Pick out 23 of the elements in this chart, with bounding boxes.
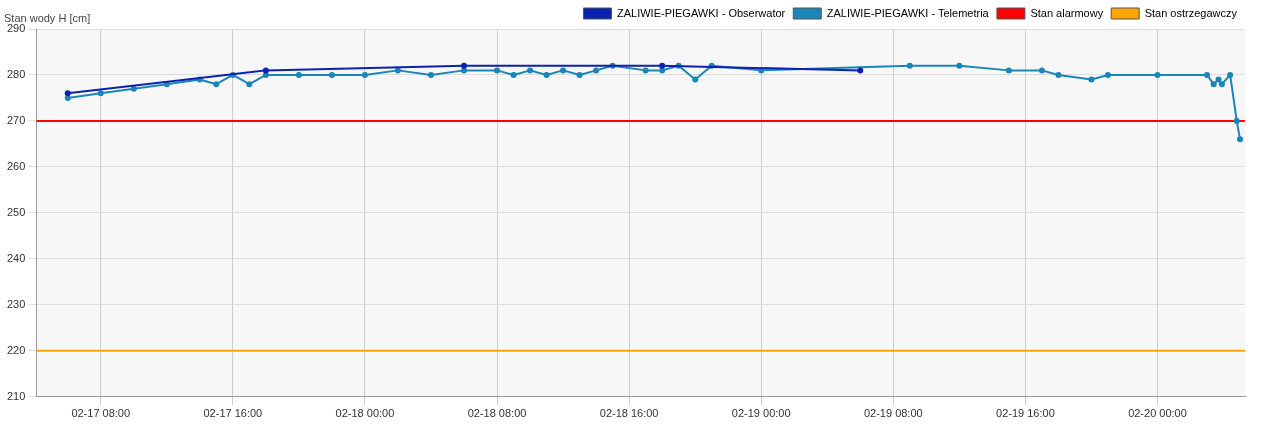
x-tick-label: 02-19 00:00 (731, 407, 791, 420)
x-tick-label: 02-18 16:00 (599, 407, 659, 420)
legend-label: ZALIWIE-PIEGAWKI - Obserwator (616, 6, 786, 19)
legend-label: Stan alarmowy (1030, 6, 1104, 19)
y-axis-title: Stan wody H [cm] (4, 12, 91, 24)
x-tick-label: 02-17 16:00 (203, 407, 263, 420)
x-tick-label: 02-18 08:00 (467, 407, 527, 420)
y-tick-label: 240 (6, 251, 26, 264)
y-tick-label: 260 (6, 159, 26, 172)
y-tick-label: 210 (6, 389, 26, 402)
y-tick-label: 220 (6, 343, 26, 356)
x-tick-label: 02-19 16:00 (996, 407, 1055, 420)
x-tick-label: 02-19 08:00 (863, 407, 923, 420)
x-tick-label: 02-17 08:00 (71, 407, 131, 420)
y-tick-label: 280 (6, 68, 26, 81)
y-tick-label: 290 (6, 22, 26, 35)
y-tick-label: 230 (6, 297, 26, 310)
x-tick-label: 02-20 00:00 (1128, 407, 1187, 420)
y-tick-label: 250 (6, 205, 26, 218)
x-tick-label: 02-18 00:00 (335, 407, 395, 420)
legend-label: ZALIWIE-PIEGAWKI - Telemetria (826, 6, 990, 19)
y-tick-label: 270 (6, 113, 26, 126)
legend-label: Stan ostrzegawczy (1144, 6, 1238, 19)
